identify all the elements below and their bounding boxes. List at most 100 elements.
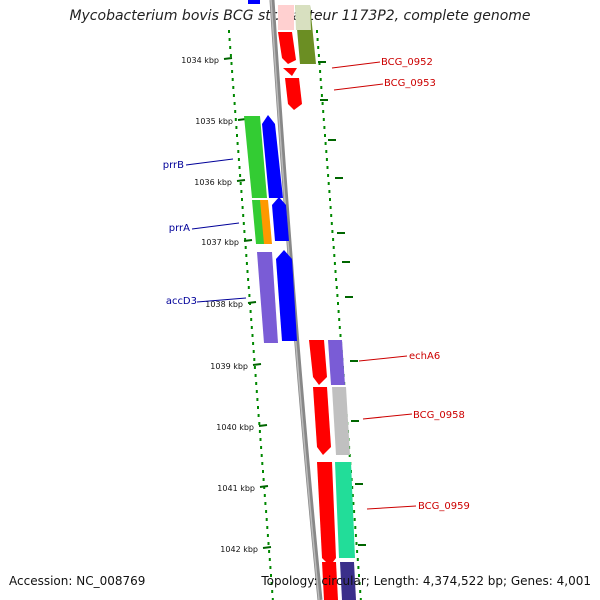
track-dot (326, 166, 329, 169)
track-dot (325, 158, 328, 161)
track-dot (359, 590, 362, 593)
tick-label: 1042 kbp (220, 545, 258, 554)
track-dot (253, 366, 256, 369)
track-dot (338, 326, 341, 329)
track-dot (244, 246, 247, 249)
track-dot (232, 94, 235, 97)
track-dot (251, 334, 254, 337)
connector-bcg-0952 (331, 61, 381, 69)
connector-echa6 (358, 355, 408, 362)
track-dot (231, 78, 234, 81)
gene-bcg-0959 (317, 462, 336, 558)
track-dot (354, 534, 357, 537)
tick-mark (243, 239, 253, 242)
track-dot (325, 150, 328, 153)
track-dot (263, 494, 266, 497)
gene-features (244, 0, 356, 600)
track-dot (264, 502, 267, 505)
track-dot (228, 38, 231, 41)
track-dot (336, 294, 339, 297)
track-dot (257, 406, 259, 409)
label-bcg-0959: BCG_0959 (418, 501, 470, 512)
track-dot (229, 54, 232, 57)
gene-labels: BCG_0952 BCG_0953 prrB prrA accD3 echA6 … (163, 57, 470, 512)
label-connectors (185, 61, 417, 510)
track-dot (358, 582, 361, 585)
track-dot (268, 550, 271, 553)
track-dot (248, 294, 251, 297)
gene-bcg-0958 (313, 387, 331, 455)
track-dot (327, 174, 330, 177)
track-dot (261, 462, 264, 465)
track-dot (330, 222, 333, 225)
track-dot (317, 54, 320, 57)
track-dot (236, 142, 239, 145)
track-dot (247, 278, 250, 281)
track-dot (228, 30, 230, 33)
track-dot (334, 270, 337, 273)
tick-mark (223, 57, 233, 60)
track-dot (237, 158, 240, 161)
track-dot (245, 254, 248, 257)
label-prrb: prrB (163, 160, 184, 171)
track-dot (351, 486, 354, 489)
track-dot (247, 286, 250, 289)
label-prra: prrA (169, 223, 190, 234)
track-dot (358, 574, 360, 577)
track-dot (240, 190, 243, 193)
gene-orange (260, 200, 272, 244)
track-dot (242, 214, 245, 217)
accession-text: Accession: NC_008769 (9, 574, 146, 588)
track-dot (324, 142, 327, 145)
dotted-track-left (228, 30, 274, 600)
track-dot (239, 182, 242, 185)
track-dot (268, 558, 271, 561)
tick-label: 1038 kbp (205, 300, 243, 309)
tick-mark (258, 424, 268, 427)
label-bcg-0952: BCG_0952 (381, 57, 433, 68)
tick-mark (259, 485, 269, 488)
track-dot (255, 390, 258, 393)
track-dot (352, 502, 355, 505)
track-dot (355, 542, 358, 545)
gene-bcg-0953 (285, 78, 302, 110)
track-dot (234, 110, 237, 113)
track-dot (353, 510, 356, 513)
track-dot (327, 182, 330, 185)
track-dot (250, 326, 253, 329)
track-dot (266, 526, 269, 529)
label-bcg-0953: BCG_0953 (384, 78, 436, 89)
track-dot (329, 206, 332, 209)
track-dot (256, 398, 259, 401)
track-dot (337, 302, 339, 305)
track-dot (229, 46, 232, 49)
track-dot (250, 318, 253, 321)
track-dot (320, 94, 323, 97)
track-dot (270, 582, 273, 585)
connector-prra (191, 222, 240, 230)
track-dot (338, 318, 341, 321)
track-dot (253, 358, 256, 361)
track-dot (235, 126, 238, 129)
track-dot (263, 486, 266, 489)
track-dot (335, 286, 338, 289)
tick-mark (236, 179, 246, 182)
track-dot (356, 558, 359, 561)
track-dot (252, 350, 255, 353)
track-dot (269, 566, 272, 569)
gene-purple-2 (328, 340, 345, 385)
gene-navy-bottom (340, 562, 356, 600)
connector-bcg-0959 (366, 505, 417, 510)
track-dot (231, 70, 234, 73)
track-dot (254, 374, 257, 377)
track-dot (353, 518, 356, 521)
track-dot (359, 598, 362, 600)
track-dot (322, 118, 325, 121)
tick-group: 1034 kbp 1035 kbp 1036 kbp 1037 kbp 1038… (181, 56, 272, 554)
tick-label: 1040 kbp (216, 423, 254, 432)
right-tick-group (318, 61, 366, 546)
gene-small-red (283, 68, 297, 76)
track-dot (318, 62, 321, 65)
label-echa6: echA6 (409, 351, 440, 362)
track-dot (262, 470, 264, 473)
